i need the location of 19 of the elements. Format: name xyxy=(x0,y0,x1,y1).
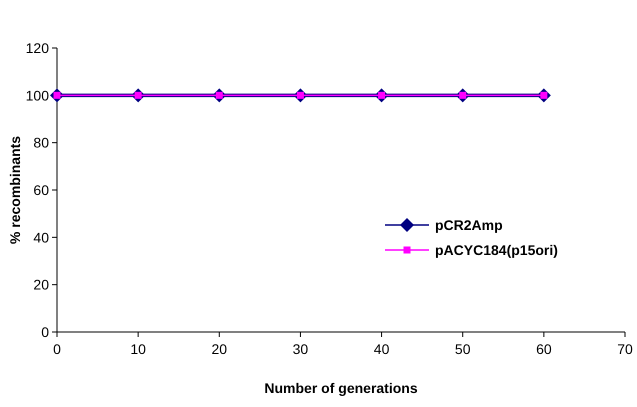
y-tick-label: 20 xyxy=(33,276,50,293)
x-axis-title: Number of generations xyxy=(264,380,418,396)
x-tick-label: 20 xyxy=(211,341,228,357)
legend-label: pCR2Amp xyxy=(435,217,503,233)
y-tick-label: 100 xyxy=(26,87,50,104)
x-tick-label: 50 xyxy=(454,341,471,357)
x-tick-label: 40 xyxy=(374,341,390,357)
x-tick-label: 10 xyxy=(130,341,146,357)
y-tick-label: 60 xyxy=(33,182,50,198)
x-tick-label: 0 xyxy=(53,341,62,357)
y-tick-label: 40 xyxy=(33,229,50,246)
y-tick-label: 0 xyxy=(41,324,50,340)
y-tick-label: 80 xyxy=(33,134,50,151)
legend-label: pACYC184(p15ori) xyxy=(435,242,558,258)
x-tick-label: 30 xyxy=(292,341,308,357)
y-axis-title: % recombinants xyxy=(7,136,23,244)
x-tick-label: 70 xyxy=(617,341,633,357)
x-tick-label: 60 xyxy=(536,341,552,357)
y-tick-label: 120 xyxy=(26,40,50,56)
